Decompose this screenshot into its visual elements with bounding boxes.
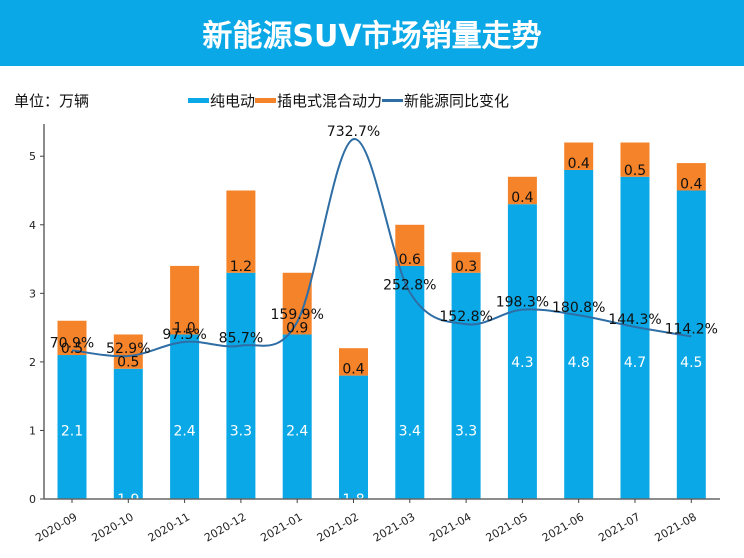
y-tick-label: 2 [29,356,36,369]
yoy-label: 97.5% [162,327,206,343]
bar-phev [170,265,200,335]
yoy-label: 180.8% [552,300,605,316]
line-layer [71,138,692,358]
y-tick-label: 3 [29,287,36,300]
bar-phev [564,142,594,170]
title-bar: 新能源SUV市场销量走势 [0,0,744,66]
yoy-label: 152.8% [439,309,492,325]
bar-label-bev: 3.3 [455,423,477,439]
x-tick-label: 2021-01 [258,510,304,544]
legend-item-yoy: 新能源同比变化 [382,90,509,111]
bar-phev [676,163,706,191]
bar-bev [564,169,594,499]
yoy-line [71,138,692,358]
bar-label-bev: 2.4 [286,423,308,439]
x-tick-label: 2021-05 [484,510,530,544]
bar-label-phev: 0.6 [399,252,421,268]
bar-phev [451,252,481,273]
bar-label-phev: 0.4 [342,362,364,378]
yoy-label: 159.9% [271,307,324,323]
bar-label-bev: 2.1 [61,423,83,439]
bar-label-bev: 3.3 [230,423,252,439]
bar-label-phev: 0.4 [680,176,702,192]
legend-label-bev: 纯电动 [210,92,256,110]
bar-label-phev: 0.4 [511,190,533,206]
bar-bev [451,272,481,499]
bar-label-phev: 0.9 [286,320,308,336]
bar-phev [507,176,537,205]
bar-label-phev: 0.5 [117,355,139,371]
bar-label-phev: 0.5 [624,163,646,179]
yoy-label: 114.2% [665,321,718,337]
bar-phev [339,348,368,376]
legend-item-bev: 纯电动 [188,90,255,111]
y-tick-label: 5 [29,150,36,163]
bar-phev [395,224,425,266]
bar-label-bev: 2.4 [173,423,195,439]
bar-label-phev: 0.3 [455,259,477,275]
x-tick-label: 2021-07 [596,510,642,544]
x-tick-label: 2020-12 [202,510,248,544]
bar-bev [170,334,200,499]
bar-bev [620,176,650,499]
bar-bev [57,355,87,499]
bar-label-phev: 0.4 [568,156,590,172]
x-tick-label: 2021-04 [427,510,473,544]
labels-layer: 2.1 0.5 1.9 0.5 2.4 1.0 3.3 1.2 2.4 0.9 1.8 0.4 3.4 0… [50,124,718,508]
legend-label-phev: 插电式混合动力 [277,92,383,110]
x-tick-label: 2021-08 [652,510,698,544]
x-tick-label: 2020-10 [89,510,135,544]
bar-label-bev: 4.3 [511,355,533,371]
bar-bev [507,204,537,499]
yoy-label: 144.3% [608,312,661,328]
bar-label-phev: 1.2 [230,259,252,275]
legend-label-yoy: 新能源同比变化 [404,92,510,110]
bar-bev [282,334,312,499]
bar-label-phev: 1.0 [173,320,195,336]
bar-label-bev: 1.9 [117,492,139,508]
bar-phev [57,320,87,356]
legend-swatch-bev [188,98,209,103]
x-tick-label: 2020-09 [33,510,79,544]
unit-label: 单位：万辆 [14,92,90,110]
bar-bev [676,190,706,499]
bar-phev [282,272,312,335]
bar-bev [113,368,143,499]
bar-label-bev: 4.7 [624,355,646,371]
legend-item-phev: 插电式混合动力 [255,90,382,111]
yoy-label: 198.3% [496,295,549,311]
bar-label-phev: 0.5 [61,341,83,357]
yoy-label: 252.8% [383,277,436,293]
bar-label-bev: 4.8 [568,355,590,371]
bar-bev [226,272,256,499]
x-tick-label: 2020-11 [146,510,192,544]
bar-label-bev: 4.5 [680,355,702,371]
legend-swatch-yoy [382,99,404,102]
x-tick-label: 2021-02 [315,510,361,544]
bar-bev [395,265,425,499]
yoy-label: 70.9% [50,335,94,351]
x-tick-label: 2021-06 [540,510,586,544]
yoy-label: 732.7% [327,124,380,140]
chart-title: 新能源SUV市场销量走势 [202,19,542,54]
bar-bev [339,375,368,499]
x-tick-label: 2021-03 [371,510,417,544]
bar-phev [620,142,650,177]
y-tick-label: 0 [29,493,36,506]
y-tick-label: 1 [29,424,36,437]
bar-phev [113,334,143,369]
legend: 纯电动 插电式混合动力 新能源同比变化 [188,90,509,111]
yoy-label: 85.7% [219,331,263,347]
y-tick-label: 4 [29,219,36,232]
bar-label-bev: 1.8 [342,492,364,508]
yoy-label: 52.9% [106,341,150,357]
legend-swatch-phev [255,98,277,103]
bars-layer [57,142,706,499]
bar-phev [226,190,256,273]
bar-label-bev: 3.4 [399,423,421,439]
